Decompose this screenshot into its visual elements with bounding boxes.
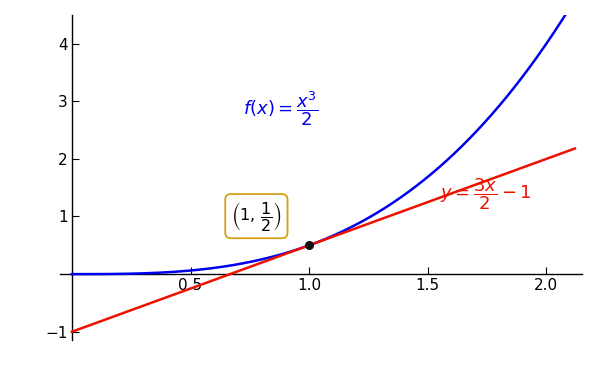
Text: $\left(1,\, \dfrac{1}{2}\right)$: $\left(1,\, \dfrac{1}{2}\right)$ — [231, 200, 282, 233]
Text: $f(x) = \dfrac{x^3}{2}$: $f(x) = \dfrac{x^3}{2}$ — [242, 89, 318, 128]
Text: $y = \dfrac{3x}{2} - 1$: $y = \dfrac{3x}{2} - 1$ — [440, 177, 531, 212]
